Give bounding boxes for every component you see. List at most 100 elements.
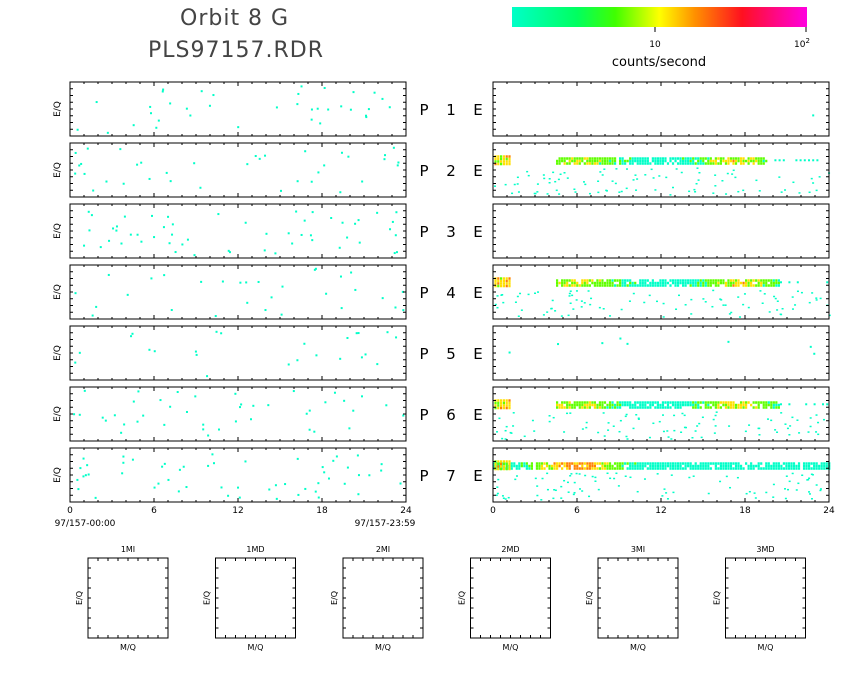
band-cell bbox=[568, 159, 571, 163]
count-cell bbox=[569, 302, 572, 305]
band-cell bbox=[500, 465, 503, 468]
band-cell bbox=[613, 406, 617, 409]
band-cell bbox=[626, 467, 629, 470]
band-cell bbox=[687, 401, 690, 404]
band-cell bbox=[724, 159, 728, 163]
band-cell bbox=[684, 157, 687, 160]
band-cell bbox=[697, 281, 700, 285]
count-cell bbox=[211, 453, 214, 456]
band-cell bbox=[775, 406, 778, 409]
count-cell bbox=[137, 390, 140, 393]
band-cell bbox=[601, 281, 604, 285]
band-cell bbox=[719, 157, 722, 160]
mass-panel-frame bbox=[597, 557, 679, 639]
band-cell bbox=[760, 157, 763, 160]
count-cell bbox=[648, 436, 651, 439]
count-cell bbox=[240, 403, 243, 406]
band-cell bbox=[530, 464, 533, 468]
band-cell bbox=[679, 401, 682, 404]
band-cell bbox=[770, 279, 773, 282]
band-cell bbox=[616, 284, 619, 287]
count-cell bbox=[309, 234, 312, 237]
band-cell bbox=[494, 465, 497, 468]
count-cell bbox=[304, 487, 307, 490]
band-cell bbox=[606, 284, 609, 287]
count-cell bbox=[275, 106, 278, 109]
count-cell bbox=[605, 190, 608, 192]
count-cell bbox=[632, 427, 635, 430]
band-cell bbox=[734, 281, 738, 285]
count-cell bbox=[815, 297, 818, 299]
band-cell bbox=[651, 401, 654, 404]
count-cell bbox=[163, 462, 166, 465]
band-cell bbox=[765, 403, 768, 407]
band-cell bbox=[606, 462, 609, 465]
band-cell bbox=[818, 464, 821, 468]
count-cell bbox=[227, 494, 230, 497]
count-cell bbox=[552, 171, 555, 174]
band-cell bbox=[500, 460, 503, 463]
count-cell bbox=[254, 155, 257, 158]
count-cell bbox=[215, 330, 218, 333]
count-cell bbox=[394, 306, 397, 309]
band-cell bbox=[742, 159, 745, 163]
count-cell bbox=[514, 478, 517, 481]
band-cell bbox=[586, 284, 589, 287]
count-cell bbox=[220, 332, 223, 335]
count-cell bbox=[588, 495, 591, 498]
count-cell bbox=[591, 475, 594, 478]
count-cell bbox=[812, 114, 815, 117]
band-cell bbox=[694, 464, 697, 468]
count-cell bbox=[123, 423, 126, 426]
band-cell bbox=[676, 462, 680, 465]
count-cell bbox=[358, 241, 361, 244]
count-cell bbox=[695, 182, 698, 185]
band-cell bbox=[571, 279, 574, 282]
band-cell bbox=[782, 467, 785, 470]
band-cell bbox=[545, 462, 549, 465]
band-cell bbox=[619, 462, 622, 465]
band-cell bbox=[727, 162, 730, 165]
band-cell bbox=[576, 401, 579, 404]
count-cell bbox=[563, 479, 566, 482]
band-cell bbox=[767, 279, 770, 282]
count-cell bbox=[655, 300, 658, 303]
band-cell bbox=[704, 406, 707, 409]
band-cell bbox=[772, 279, 775, 282]
band-cell bbox=[679, 162, 682, 165]
band-cell bbox=[636, 162, 639, 165]
band-cell bbox=[621, 159, 624, 163]
band-cell bbox=[631, 157, 634, 160]
band-cell bbox=[596, 159, 599, 163]
band-cell bbox=[765, 284, 768, 287]
count-cell bbox=[239, 406, 242, 409]
count-cell bbox=[796, 419, 799, 421]
count-cell bbox=[569, 412, 572, 414]
count-cell bbox=[648, 294, 651, 297]
count-cell bbox=[694, 191, 697, 193]
band-cell bbox=[752, 157, 755, 160]
count-cell bbox=[189, 114, 192, 117]
band-cell bbox=[583, 157, 586, 160]
count-cell bbox=[815, 431, 818, 433]
band-cell bbox=[777, 284, 780, 287]
band-cell bbox=[714, 462, 717, 465]
band-cell bbox=[583, 403, 586, 407]
band-cell bbox=[639, 281, 642, 285]
band-cell bbox=[674, 284, 677, 287]
mass-panel-xlabel: M/Q bbox=[248, 643, 264, 652]
count-cell bbox=[494, 185, 497, 187]
band-cell bbox=[752, 279, 755, 282]
count-cell bbox=[515, 475, 518, 477]
band-cell bbox=[656, 162, 659, 165]
count-cell bbox=[239, 281, 242, 284]
band-cell bbox=[760, 467, 763, 470]
time-axes: 97/157-00:00 97/157-23:59 0 6 12 18 24 0 6 12 18… bbox=[55, 506, 835, 529]
count-cell bbox=[563, 431, 566, 433]
band-cell bbox=[518, 462, 521, 465]
band-cell bbox=[636, 462, 639, 465]
band-cell bbox=[671, 279, 675, 282]
count-cell bbox=[136, 233, 139, 236]
count-cell bbox=[780, 403, 782, 406]
band-cell bbox=[818, 467, 821, 470]
